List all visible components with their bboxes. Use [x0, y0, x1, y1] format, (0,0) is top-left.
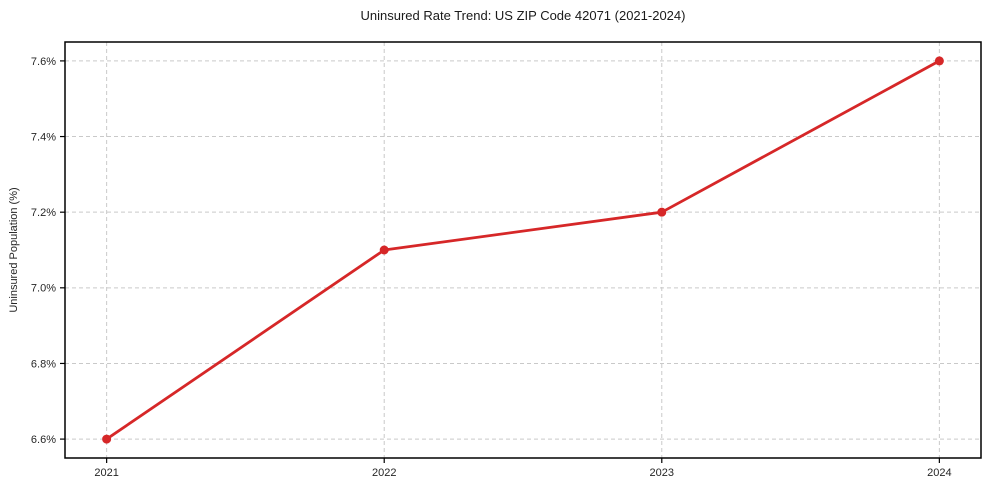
y-tick-label: 6.8% [31, 358, 56, 370]
x-tick-label: 2021 [94, 467, 118, 479]
plot-border [64, 41, 982, 459]
x-tick-label: 2022 [372, 467, 396, 479]
trend-line [105, 59, 941, 441]
y-tick-label: 6.6% [31, 434, 56, 446]
plot-background [65, 42, 981, 458]
x-tick-label: 2024 [927, 467, 951, 479]
y-tick-label: 7.4% [31, 131, 56, 143]
data-point-marker [657, 207, 667, 217]
y-tick-label: 7.0% [31, 283, 56, 295]
y-tick-label: 7.6% [31, 56, 56, 68]
y-tick-label: 7.2% [31, 207, 56, 219]
x-tick-label: 2023 [650, 467, 674, 479]
data-point-marker [379, 245, 389, 255]
data-point-marker [102, 434, 112, 444]
data-point-marker [934, 56, 944, 66]
chart-title: Uninsured Rate Trend: US ZIP Code 42071 … [360, 8, 686, 23]
